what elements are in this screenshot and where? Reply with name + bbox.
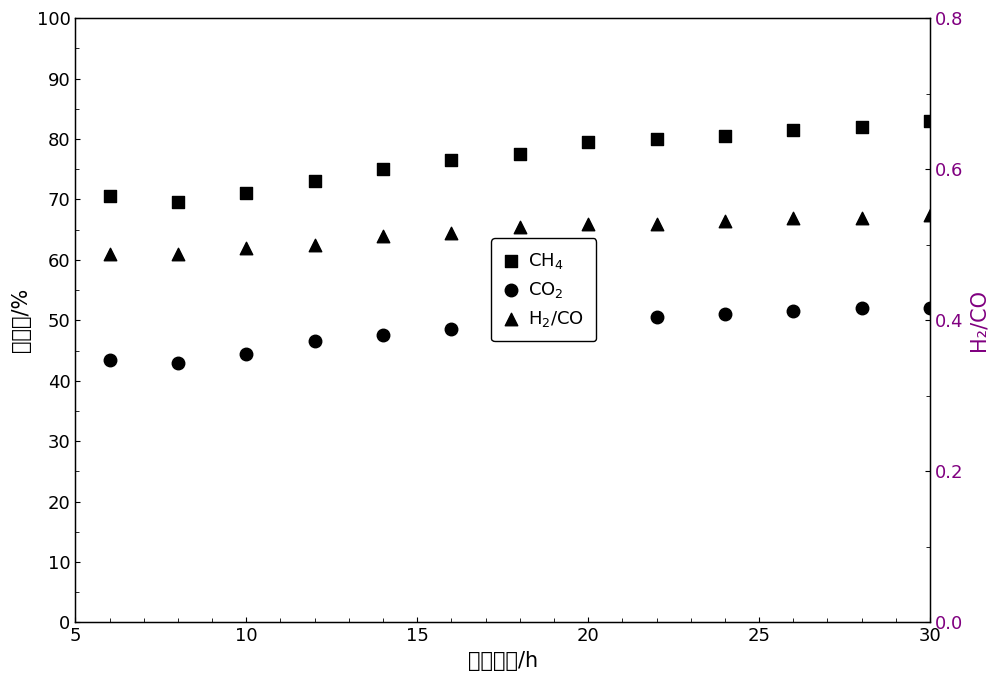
CH$_4$: [307, 176, 323, 187]
CH$_4$: [717, 130, 733, 141]
Y-axis label: 转化率/%: 转化率/%: [11, 288, 31, 353]
H$_2$/CO: [512, 221, 528, 232]
CO$_2$: [785, 306, 801, 316]
CO$_2$: [375, 330, 391, 341]
CO$_2$: [170, 357, 186, 368]
H$_2$/CO: [649, 218, 665, 229]
H$_2$/CO: [785, 212, 801, 223]
CH$_4$: [102, 191, 118, 202]
CH$_4$: [375, 164, 391, 175]
H$_2$/CO: [307, 239, 323, 250]
H$_2$/CO: [375, 231, 391, 241]
CO$_2$: [922, 303, 938, 314]
CO$_2$: [307, 336, 323, 347]
CO$_2$: [102, 354, 118, 365]
H$_2$/CO: [922, 209, 938, 220]
CO$_2$: [717, 309, 733, 320]
CH$_4$: [170, 197, 186, 208]
CO$_2$: [443, 324, 459, 335]
CH$_4$: [512, 149, 528, 160]
H$_2$/CO: [854, 212, 870, 223]
CH$_4$: [922, 115, 938, 126]
CO$_2$: [512, 321, 528, 331]
CO$_2$: [649, 312, 665, 323]
X-axis label: 反应时间/h: 反应时间/h: [468, 651, 538, 671]
CH$_4$: [785, 124, 801, 135]
H$_2$/CO: [170, 248, 186, 259]
CH$_4$: [580, 136, 596, 147]
CH$_4$: [238, 188, 254, 199]
CO$_2$: [580, 315, 596, 326]
H$_2$/CO: [238, 242, 254, 253]
Y-axis label: H₂/CO: H₂/CO: [969, 289, 989, 351]
H$_2$/CO: [717, 215, 733, 226]
H$_2$/CO: [443, 227, 459, 238]
CO$_2$: [854, 303, 870, 314]
H$_2$/CO: [102, 248, 118, 259]
CH$_4$: [443, 155, 459, 166]
CO$_2$: [238, 348, 254, 359]
Legend: CH$_4$, CO$_2$, H$_2$/CO: CH$_4$, CO$_2$, H$_2$/CO: [491, 238, 596, 342]
CH$_4$: [854, 121, 870, 132]
H$_2$/CO: [580, 218, 596, 229]
CH$_4$: [649, 134, 665, 145]
